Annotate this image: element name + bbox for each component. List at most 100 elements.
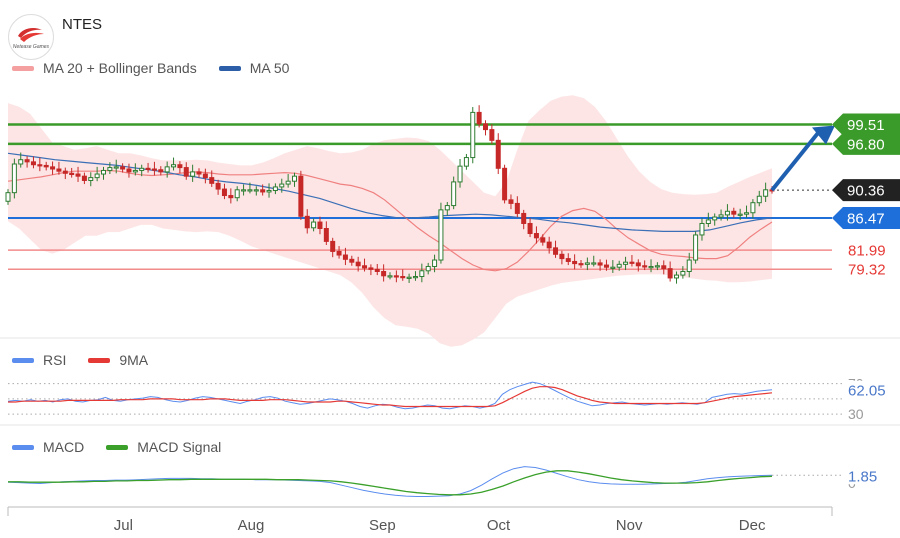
- x-tick-Jul: Jul: [114, 517, 133, 534]
- candle-body: [635, 262, 641, 267]
- candle-body: [495, 139, 501, 169]
- price-tag-99.51-bg: [832, 113, 900, 136]
- projection-arrow-head: [812, 125, 835, 145]
- x-tick-Oct: Oct: [487, 517, 511, 534]
- candle-body: [330, 240, 336, 252]
- candle-body: [75, 173, 81, 177]
- candle-body: [171, 164, 177, 168]
- candle-body: [731, 210, 737, 215]
- candle-body: [508, 199, 514, 204]
- candle-body: [234, 189, 240, 199]
- candle-body: [680, 271, 686, 276]
- candle-body: [336, 250, 342, 256]
- candle-body: [724, 210, 730, 216]
- legend-swatch-ma50: [218, 65, 241, 71]
- candle-body: [565, 258, 571, 262]
- legend-swatch-ma20: [12, 65, 34, 71]
- candle-body: [311, 221, 317, 229]
- candle-body: [247, 189, 253, 192]
- candle-body: [342, 254, 348, 260]
- candle-body: [419, 270, 425, 278]
- candle-body: [221, 188, 227, 197]
- candle-body: [393, 275, 399, 278]
- price-legend: MA 20 + Bollinger Bands MA 50: [12, 60, 311, 76]
- rsi-ma-line: [8, 386, 773, 408]
- candle-body: [387, 275, 393, 278]
- candle-body: [412, 276, 418, 279]
- candle-body: [126, 168, 132, 173]
- x-tick-Dec: Dec: [739, 517, 766, 534]
- candle-body: [623, 261, 629, 265]
- candle-body: [69, 172, 75, 176]
- candle-body: [476, 111, 482, 125]
- candle-body: [24, 159, 30, 163]
- candle-body: [406, 276, 412, 279]
- candle-body: [368, 267, 374, 270]
- bollinger-band: [8, 95, 772, 347]
- macd-line: [7, 466, 773, 497]
- candle-body: [272, 186, 278, 192]
- candle-body: [349, 258, 355, 263]
- candle-body: [139, 167, 145, 171]
- legend-label-ma50: MA 50: [249, 60, 290, 76]
- candle-body: [616, 263, 622, 268]
- macd-signal-line: [8, 470, 773, 496]
- candle-body: [591, 262, 597, 265]
- price-tag-86.47-bg: [832, 206, 900, 229]
- candle-body: [88, 177, 94, 181]
- candle-body: [260, 189, 266, 193]
- candle-body: [304, 215, 310, 229]
- candle-body: [279, 183, 285, 188]
- candle-body: [750, 202, 756, 214]
- candle-body: [597, 262, 603, 266]
- candle-body: [661, 265, 667, 270]
- candle-body: [712, 216, 718, 221]
- rsi-tick-30: 30: [848, 406, 864, 422]
- candle-body: [164, 166, 170, 173]
- candle-body: [202, 173, 208, 179]
- candle-body: [642, 265, 648, 268]
- netease-logo: Netease Games: [8, 14, 54, 60]
- projection-arrow: [770, 129, 822, 192]
- price-tag-96.80-bg: [832, 132, 900, 155]
- candle-body: [183, 167, 189, 177]
- ticker-title: NTES: [62, 16, 103, 33]
- netease-logo-icon: Netease Games: [13, 28, 50, 50]
- candle-body: [470, 111, 476, 159]
- candle-body: [718, 214, 724, 218]
- candle-body: [285, 180, 291, 185]
- macd-value-bg: [846, 466, 886, 485]
- candle-body: [196, 171, 202, 175]
- legend-label-macd-signal: MACD Signal: [137, 439, 222, 455]
- legend-swatch-macd-signal: [106, 444, 129, 450]
- candle-body: [43, 164, 49, 168]
- candle-body: [540, 237, 546, 243]
- candle-body: [438, 209, 444, 261]
- price-tag-99.51: 99.51: [847, 117, 885, 134]
- candle-body: [584, 262, 590, 265]
- candle-body: [654, 265, 660, 268]
- candle-body: [177, 164, 183, 169]
- candle-body: [559, 253, 565, 260]
- candle-body: [489, 129, 495, 141]
- candle-body: [693, 234, 699, 261]
- svg-text:Netease Games: Netease Games: [13, 44, 50, 50]
- candle-body: [266, 190, 272, 193]
- legend-swatch-macd: [12, 444, 34, 450]
- candle-body: [56, 168, 62, 172]
- candle-body: [457, 165, 463, 183]
- candle-body: [400, 276, 406, 279]
- candle-body: [514, 202, 520, 214]
- price-tag-last-bg: [832, 179, 900, 202]
- candle-body: [578, 263, 584, 266]
- candle-body: [120, 166, 126, 170]
- candle-body: [699, 222, 705, 236]
- candle-body: [502, 167, 508, 201]
- candle-body: [546, 241, 552, 249]
- candle-body: [674, 274, 679, 279]
- candle-body: [253, 189, 259, 192]
- candle-body: [292, 175, 297, 182]
- macd-last-value: 1.85: [848, 468, 877, 485]
- candle-body: [737, 213, 743, 216]
